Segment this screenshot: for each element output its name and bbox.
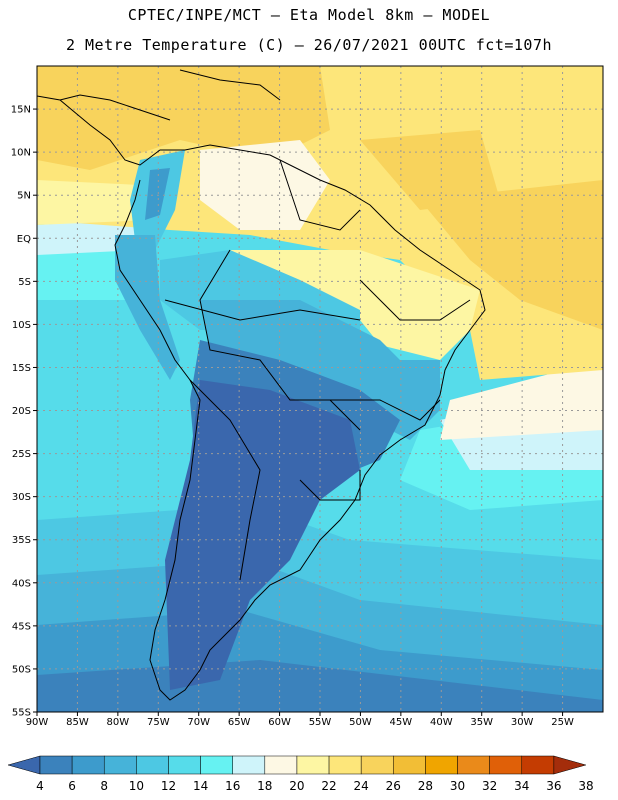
colorbar-label: 12	[161, 779, 176, 793]
colorbar-label: 32	[482, 779, 497, 793]
colorbar-label: 4	[36, 779, 44, 793]
colorbar	[7, 755, 587, 775]
colorbar-swatch	[393, 755, 426, 775]
lat-label: 35S	[12, 535, 31, 546]
lon-label: 40W	[430, 717, 453, 728]
colorbar-swatch	[71, 755, 105, 775]
colorbar-swatch	[264, 755, 298, 775]
colorbar-label: 34	[514, 779, 529, 793]
lat-label: 55S	[12, 708, 31, 719]
colorbar-label: 10	[129, 779, 144, 793]
colorbar-swatch	[168, 755, 201, 775]
lat-label: 25S	[12, 449, 31, 460]
colorbar-swatch	[200, 755, 233, 775]
lat-label: 45S	[12, 621, 31, 632]
colorbar-swatch	[360, 755, 394, 775]
colorbar-label: 30	[450, 779, 465, 793]
lat-label: 10N	[11, 148, 31, 159]
lon-label: 70W	[187, 717, 210, 728]
colorbar-label: 24	[354, 779, 369, 793]
colorbar-swatch	[103, 755, 137, 775]
colorbar-label: 6	[68, 779, 76, 793]
colorbar-labels: 4 6 8 10 12 14 16 18 20 22 24 26 28 30 32 34 36 38	[36, 779, 593, 793]
lat-label: 30S	[12, 492, 31, 503]
colorbar-swatch	[296, 755, 330, 775]
lat-label: 10S	[12, 320, 31, 331]
lon-label: 35W	[470, 717, 493, 728]
venezuela-band-20	[200, 140, 330, 230]
colorbar-label: 28	[418, 779, 433, 793]
guiana-band-26	[360, 130, 500, 210]
pacific-band-22	[37, 180, 150, 225]
lat-label: 15S	[12, 363, 31, 374]
lon-label: 75W	[147, 717, 170, 728]
axis-ticks	[33, 108, 564, 716]
colorbar-label: 20	[289, 779, 304, 793]
colorbar-swatch	[457, 755, 490, 775]
lon-label: 60W	[268, 717, 291, 728]
continent-band-10	[200, 300, 420, 410]
colorbar-arrow-high	[553, 755, 587, 775]
latitude-labels: 15N 10N 5N EQ 5S 10S 15S 20S 25S 30S 35S 40S 45S 50S 5…	[11, 105, 31, 719]
lon-label: 45W	[390, 717, 413, 728]
atlantic-band-26	[420, 180, 603, 330]
lat-label: EQ	[17, 234, 31, 245]
continent-band-4	[165, 380, 360, 690]
lon-label: 90W	[26, 717, 49, 728]
lat-label: 5S	[18, 277, 31, 288]
map-fill	[37, 66, 603, 712]
colorbar-label: 22	[321, 779, 336, 793]
lat-label: 50S	[12, 664, 31, 675]
map-title-line-1: CPTEC/INPE/MCT – Eta Model 8km – MODEL	[127, 6, 491, 24]
colorbar-swatch	[489, 755, 523, 775]
caribbean-band-26	[37, 66, 330, 170]
coastlines-borders	[37, 69, 486, 701]
lon-label: 50W	[349, 717, 372, 728]
lon-label: 25W	[551, 717, 574, 728]
colorbar-arrow-low	[7, 755, 41, 775]
colorbar-label: 36	[546, 779, 561, 793]
colorbar-label: 18	[257, 779, 272, 793]
colorbar-swatch	[521, 755, 555, 775]
colorbar-label: 38	[578, 779, 593, 793]
lat-label: 15N	[11, 105, 31, 116]
colorbar-label: 26	[386, 779, 401, 793]
colorbar-swatch	[232, 755, 266, 775]
lat-label: 40S	[12, 578, 31, 589]
colorbar-label: 14	[193, 779, 208, 793]
lat-label: 20S	[12, 406, 31, 417]
colorbar-swatch	[328, 755, 362, 775]
map-title-line-2: 2 Metre Temperature (C) – 26/07/2021 00U…	[65, 36, 553, 54]
colorbar-swatch	[136, 755, 169, 775]
lon-label: 65W	[228, 717, 251, 728]
lon-label: 80W	[107, 717, 130, 728]
andes-peru-band	[115, 235, 180, 380]
colorbar-swatch	[39, 755, 73, 775]
colorbar-swatch	[425, 755, 458, 775]
lon-label: 55W	[309, 717, 332, 728]
andes-north-cold	[145, 168, 170, 220]
lon-label: 85W	[66, 717, 89, 728]
colorbar-label: 8	[100, 779, 108, 793]
lat-label: 5N	[17, 191, 31, 202]
lon-label: 30W	[511, 717, 534, 728]
longitude-labels: 90W 85W 80W 75W 70W 65W 60W 55W 50W 45W 40W 35W 30W 2…	[26, 717, 574, 728]
colorbar-label: 16	[225, 779, 240, 793]
